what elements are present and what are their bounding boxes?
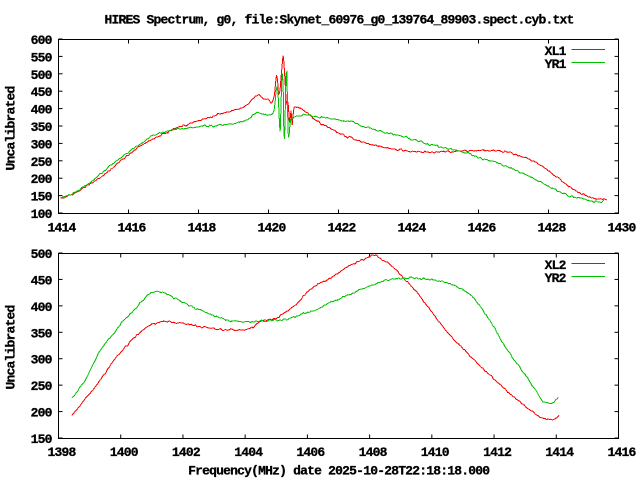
svg-text:300: 300 [31, 353, 53, 368]
svg-text:XL2: XL2 [545, 258, 567, 273]
svg-text:350: 350 [31, 326, 53, 341]
svg-text:HIRES Spectrum, g0, file:Skyne: HIRES Spectrum, g0, file:Skynet_60976_g0… [104, 12, 573, 27]
svg-text:1398: 1398 [47, 445, 76, 460]
svg-text:Uncalibrated: Uncalibrated [4, 86, 19, 170]
svg-text:1424: 1424 [397, 221, 426, 236]
svg-text:Uncalibrated: Uncalibrated [4, 305, 19, 389]
svg-text:1408: 1408 [359, 445, 388, 460]
svg-text:1430: 1430 [607, 221, 636, 236]
svg-text:1406: 1406 [296, 445, 325, 460]
svg-text:150: 150 [31, 190, 53, 205]
svg-text:200: 200 [31, 172, 53, 187]
svg-text:150: 150 [31, 432, 53, 447]
svg-text:YR1: YR1 [545, 57, 567, 72]
svg-text:1414: 1414 [47, 221, 76, 236]
svg-text:1410: 1410 [421, 445, 450, 460]
svg-text:1412: 1412 [483, 445, 512, 460]
svg-text:500: 500 [31, 247, 53, 262]
svg-text:450: 450 [31, 85, 53, 100]
svg-text:1420: 1420 [257, 221, 286, 236]
svg-text:YR2: YR2 [545, 271, 567, 286]
svg-text:1426: 1426 [467, 221, 496, 236]
svg-text:1416: 1416 [117, 221, 146, 236]
svg-text:XL1: XL1 [545, 44, 567, 59]
svg-text:1400: 1400 [110, 445, 139, 460]
svg-text:550: 550 [31, 50, 53, 65]
svg-text:400: 400 [31, 103, 53, 118]
svg-text:600: 600 [31, 33, 53, 48]
svg-text:300: 300 [31, 137, 53, 152]
svg-text:1428: 1428 [537, 221, 566, 236]
svg-text:1402: 1402 [172, 445, 201, 460]
svg-text:450: 450 [31, 273, 53, 288]
svg-text:200: 200 [31, 406, 53, 421]
svg-text:250: 250 [31, 379, 53, 394]
svg-text:1414: 1414 [545, 445, 574, 460]
svg-text:1416: 1416 [607, 445, 636, 460]
svg-text:100: 100 [31, 207, 53, 222]
svg-text:Frequency(MHz) date 2025-10-28: Frequency(MHz) date 2025-10-28T22:18:18.… [188, 463, 490, 478]
svg-text:1404: 1404 [234, 445, 263, 460]
svg-text:1418: 1418 [187, 221, 216, 236]
svg-text:250: 250 [31, 155, 53, 170]
svg-text:350: 350 [31, 120, 53, 135]
svg-text:500: 500 [31, 68, 53, 83]
svg-text:400: 400 [31, 300, 53, 315]
svg-text:1422: 1422 [327, 221, 356, 236]
